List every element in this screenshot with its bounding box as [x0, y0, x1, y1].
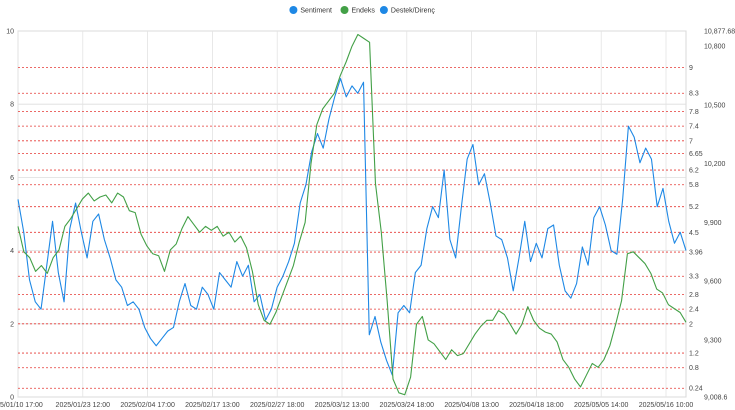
support-resistance-levels: 9 8.3 7.8 7.4 7 6.65 6.2 5.8 5.2 4.5 3.96 3.3 2.8 2.4… [18, 65, 703, 393]
level-label: 2.8 [689, 292, 699, 299]
level-label: 3.3 [689, 274, 699, 281]
x-tick-label: 2025/03/24 18:00 [380, 402, 435, 409]
x-tick-label: 2025/05/16 10:00 [639, 402, 694, 409]
level-label: 7.4 [689, 124, 699, 131]
x-tick-label: 2025/05/05 14:00 [574, 402, 629, 409]
level-label: 6.65 [689, 151, 703, 158]
x-tick-label: 2025/04/08 13:00 [444, 402, 499, 409]
left-tick-label: 2 [10, 321, 14, 328]
left-tick-label: 6 [10, 175, 14, 182]
level-label: 2 [689, 321, 693, 328]
level-label: 0.8 [689, 365, 699, 372]
right-tick-label: 9,008.6 [704, 395, 727, 402]
level-label: 6.2 [689, 168, 699, 175]
legend-marker [379, 6, 388, 14]
level-label: 0.24 [689, 386, 703, 393]
right-tick-label: 9,300 [704, 337, 722, 344]
chart-grid [17, 30, 687, 398]
x-tick-label: 5/01/10 17:00 [0, 402, 43, 409]
chart-legend: Sentiment Endeks Destek/Direnç [289, 6, 435, 15]
left-tick-label: 8 [10, 102, 14, 109]
legend-marker [289, 6, 298, 14]
right-tick-label: 10,500 [704, 102, 726, 109]
level-label: 5.8 [689, 182, 699, 189]
level-label: 9 [689, 65, 693, 72]
level-label: 5.2 [689, 204, 699, 211]
left-tick-label: 10 [6, 29, 14, 36]
legend-label: Sentiment [300, 8, 332, 15]
series-line-sentiment [17, 78, 687, 376]
level-label: 8.3 [689, 91, 699, 98]
level-label: 2.4 [689, 307, 699, 314]
left-tick-label: 0 [10, 395, 14, 402]
right-tick-label: 10,800 [704, 44, 726, 51]
chart-axes: 0 2 4 6 8 10 9,008.6 9,300 9,600 9,900 10,200 10,50… [0, 29, 735, 410]
level-label: 7.8 [689, 109, 699, 116]
x-tick-label: 2025/02/17 13:00 [185, 402, 240, 409]
legend-marker [340, 6, 349, 14]
legend-label: Endeks [352, 8, 376, 15]
level-label: 4.5 [689, 230, 699, 237]
x-tick-label: 2025/03/12 13:00 [315, 402, 370, 409]
level-label: 7 [689, 138, 693, 145]
x-tick-label: 2025/02/27 18:00 [250, 402, 305, 409]
series-line-endeks [17, 33, 687, 396]
x-tick-label: 2025/04/18 18:00 [509, 402, 564, 409]
legend-label: Destek/Direnç [391, 8, 435, 15]
right-tick-label: 9,900 [704, 220, 722, 227]
level-label: 1.2 [689, 351, 699, 358]
right-tick-label: 10,877.68 [704, 29, 735, 36]
right-tick-label: 10,200 [704, 161, 726, 168]
x-tick-label: 2025/02/04 17:00 [120, 402, 175, 409]
x-tick-label: 2025/01/23 12:00 [56, 402, 111, 409]
right-tick-label: 9,600 [704, 279, 722, 286]
chart-series [17, 33, 687, 396]
level-label: 3.96 [689, 250, 703, 257]
left-tick-label: 4 [10, 248, 14, 255]
